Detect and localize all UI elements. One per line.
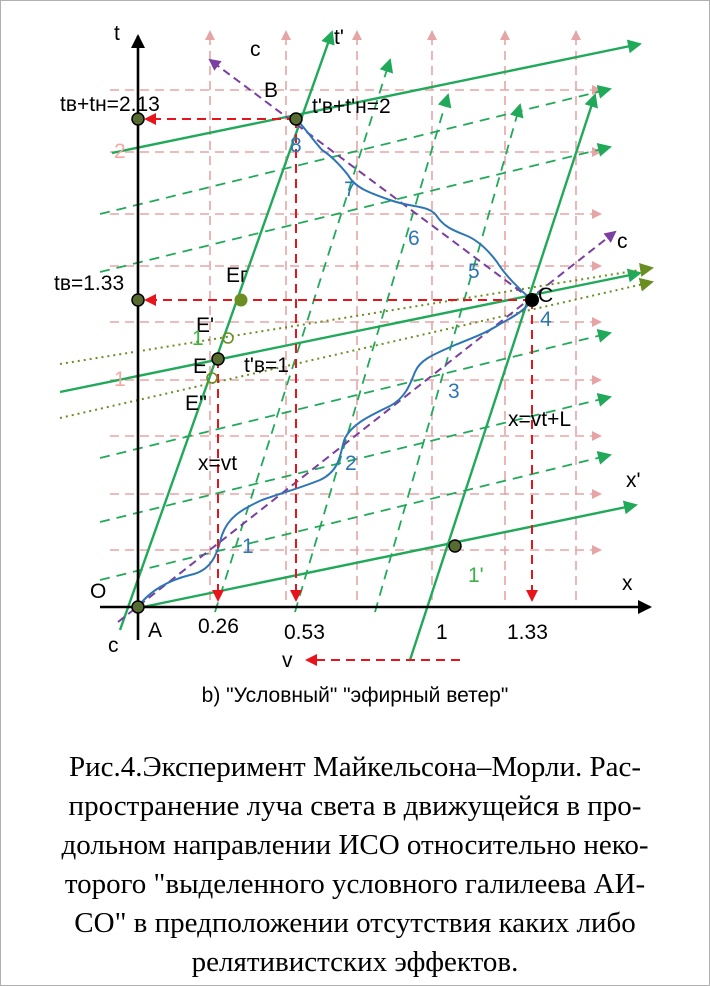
blue-number-6: 6	[408, 227, 420, 250]
blue-number-1: 1	[242, 535, 254, 558]
main-axes	[100, 34, 652, 640]
blue-number-7: 7	[344, 178, 356, 201]
point-O-label: O	[90, 580, 106, 603]
blue-number-4: 4	[540, 308, 552, 331]
light-label-c-right: c	[617, 230, 628, 253]
t-prime-axis-label: t'	[334, 26, 344, 49]
olive-dotted-lines	[59, 263, 654, 419]
blue-number-8: 8	[290, 134, 302, 157]
pink-tick-2: 2	[114, 140, 126, 163]
line-x-eq-vt-plus-L: x=vt+L	[508, 408, 571, 431]
x-tick-1: 1	[436, 621, 448, 644]
point-E-prime-label: E'	[196, 314, 214, 337]
green-label-1-prime: 1'	[468, 564, 484, 587]
sub-caption: b) "Условный" "эфирный ветер"	[202, 684, 509, 707]
t-prime-sum-label: t'в+t'н=2	[312, 95, 391, 118]
figure-caption: Рис.4.Эксперимент Майкельсона–Морли. Рас…	[61, 751, 649, 978]
point-C-label: C	[538, 284, 553, 307]
t-axis-label: t	[114, 22, 120, 45]
green-solid-lines	[59, 30, 642, 661]
pink-tick-1: 1	[114, 368, 126, 391]
green-dashed-grid	[99, 58, 612, 613]
point-Eg-label: Eг	[226, 264, 248, 287]
points	[131, 112, 539, 614]
velocity-label: v	[282, 649, 293, 672]
point-E-double-label: E''	[185, 392, 207, 415]
x-prime-axis-label: x'	[626, 469, 641, 492]
blue-number-2: 2	[345, 452, 357, 475]
x-tick-0-53: 0.53	[284, 621, 325, 644]
green-label-1: 1	[192, 327, 204, 350]
pink-grid	[110, 30, 602, 600]
red-projections	[144, 113, 538, 666]
t-prime-v-label: t'в=1	[244, 354, 289, 377]
light-label-c-top: c	[250, 38, 261, 61]
light-label-c-bottom: c	[108, 634, 119, 657]
t-sum-label: tв+tн=2.13	[60, 93, 160, 116]
x-tick-0-26: 0.26	[198, 615, 239, 638]
blue-number-5: 5	[468, 260, 480, 283]
x-axis-label: x	[622, 572, 633, 595]
line-x-eq-vt: x=vt	[198, 452, 237, 475]
point-A-label: A	[148, 619, 162, 642]
blue-number-3: 3	[448, 380, 460, 403]
point-B-label: B	[264, 79, 278, 102]
wave-path	[137, 118, 534, 608]
x-tick-1-33: 1.33	[507, 621, 548, 644]
point-E-label: E	[193, 355, 207, 378]
tv-label: tв=1.33	[54, 272, 124, 295]
